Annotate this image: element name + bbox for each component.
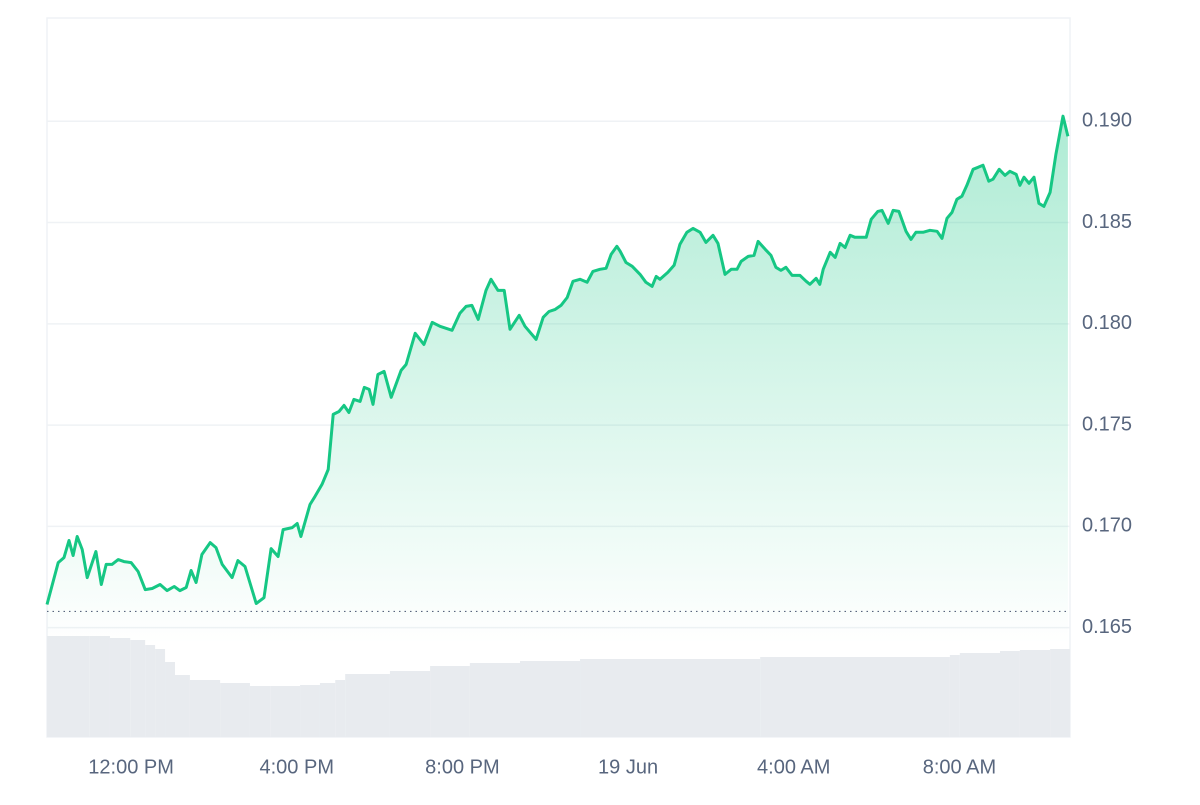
x-tick-label: 4:00 AM (757, 756, 830, 778)
y-tick-label: 0.175 (1082, 413, 1132, 435)
y-tick-label: 0.185 (1082, 211, 1132, 233)
x-tick-label: 19 Jun (598, 756, 658, 778)
y-tick-label: 0.165 (1082, 616, 1132, 638)
y-tick-label: 0.180 (1082, 312, 1132, 334)
y-tick-label: 0.170 (1082, 515, 1132, 537)
y-tick-label: 0.190 (1082, 110, 1132, 132)
x-tick-label: 8:00 AM (923, 756, 996, 778)
x-tick-label: 12:00 PM (88, 756, 174, 778)
price-area (47, 116, 1068, 737)
price-line (45, 114, 1070, 605)
x-tick-label: 4:00 PM (260, 756, 334, 778)
x-tick-label: 8:00 PM (425, 756, 499, 778)
